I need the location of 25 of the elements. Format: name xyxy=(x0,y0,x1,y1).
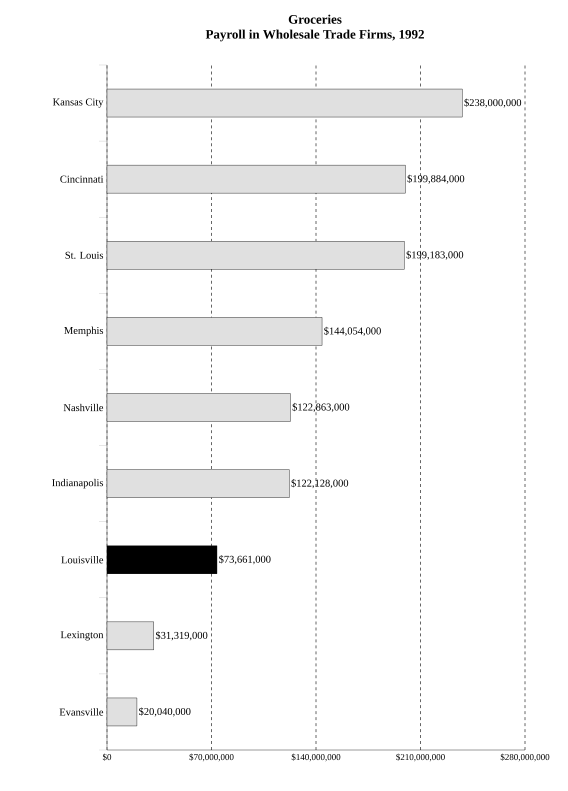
data-label: $73,661,000 xyxy=(219,555,271,564)
x-tick-label: $210,000,000 xyxy=(396,754,445,762)
data-label: $122,128,000 xyxy=(291,479,348,488)
chart-title: Groceries xyxy=(288,14,342,24)
x-tick-label: $0 xyxy=(102,754,112,761)
y-tick-label: Kansas City xyxy=(52,98,104,108)
x-tick-label: $140,000,000 xyxy=(292,754,340,762)
y-tick-label: Memphis xyxy=(64,326,104,336)
data-label: $122,863,000 xyxy=(292,402,350,412)
y-tick-label: St. Louis xyxy=(66,252,104,259)
y-tick-label: Evansville xyxy=(60,708,104,716)
y-tick-label: Indianapolis xyxy=(52,478,104,488)
y-tick-label: Lexington xyxy=(60,631,104,640)
data-label: $31,319,000 xyxy=(156,631,208,640)
x-tick-label: $280,000,000 xyxy=(500,754,550,762)
chart-subtitle: Payroll in Wholesale Trade Firms, 1992 xyxy=(206,30,424,42)
data-label: $238,000,000 xyxy=(464,98,522,108)
data-label: $20,040,000 xyxy=(139,707,191,717)
data-label: $199,183,000 xyxy=(406,250,464,260)
y-tick-label: Nashville xyxy=(64,404,104,412)
data-label: $199,884,000 xyxy=(408,174,464,184)
y-tick-label: Cincinnati xyxy=(60,176,104,183)
data-label: $144,054,000 xyxy=(324,326,381,336)
x-tick-label: $70,000,000 xyxy=(189,754,234,762)
y-tick-label: Louisville xyxy=(61,556,104,564)
